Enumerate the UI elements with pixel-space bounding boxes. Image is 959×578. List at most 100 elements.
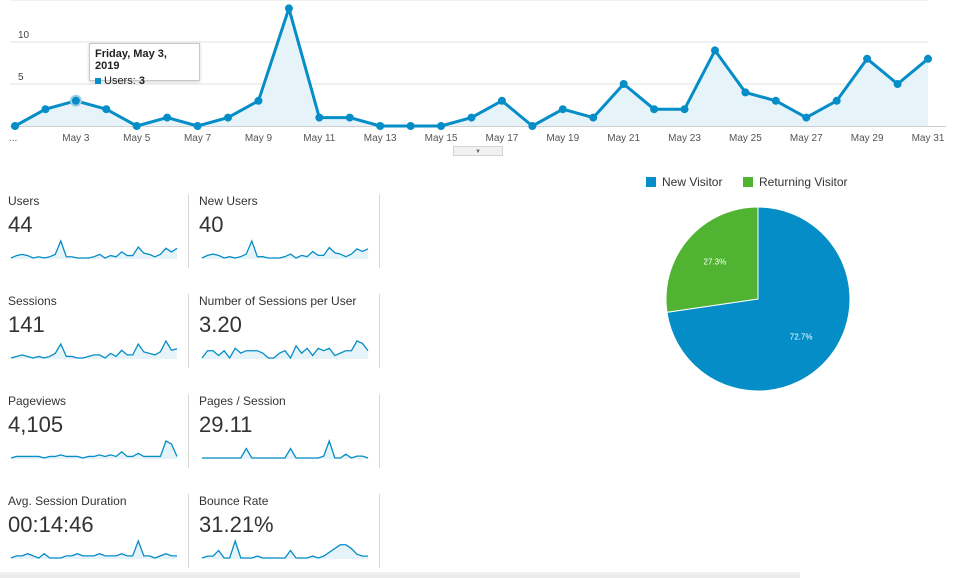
data-point[interactable] (924, 54, 932, 63)
data-point[interactable] (437, 122, 446, 130)
sparkline-line (10, 539, 177, 559)
y-tick-label: 5 (18, 72, 24, 83)
metric-divider (379, 294, 380, 368)
data-point[interactable] (589, 113, 598, 122)
x-tick-label: May 5 (123, 133, 151, 144)
pie-slice-label: 72.7% (790, 332, 813, 341)
data-point[interactable] (863, 54, 872, 63)
x-tick-label: May 19 (546, 133, 579, 144)
legend-returning-visitor[interactable]: Returning Visitor (743, 175, 848, 189)
metric-value: 141 (8, 312, 45, 337)
pie-slice-returning-visitor[interactable] (665, 206, 759, 313)
data-point[interactable] (163, 113, 172, 122)
sparkline-line (10, 440, 178, 459)
data-point[interactable] (558, 105, 567, 114)
sparkline (10, 239, 178, 259)
data-point[interactable] (11, 122, 19, 130)
data-point[interactable] (741, 88, 750, 97)
sparkline (201, 538, 368, 559)
metric-label: Sessions (8, 294, 57, 308)
metric-value: 3.20 (199, 312, 242, 337)
sparkline-area (202, 541, 368, 559)
sparkline-area (202, 241, 368, 259)
metric-new-users[interactable]: New Users 40 (199, 194, 373, 270)
tooltip-value: 3 (138, 75, 145, 87)
metric-pages-per-session[interactable]: Pages / Session 29.11 (199, 394, 373, 470)
sparkline-line (10, 339, 178, 359)
sparkline (10, 339, 178, 359)
data-point[interactable] (132, 122, 141, 130)
data-point[interactable] (710, 46, 719, 55)
metric-avg-session-duration[interactable]: Avg. Session Duration 00:14:46 (8, 494, 182, 570)
metric-divider (188, 394, 189, 468)
data-point[interactable] (619, 80, 628, 88)
metric-users[interactable]: Users 44 (8, 194, 182, 270)
data-point[interactable] (771, 96, 780, 105)
sparkline-line (201, 538, 368, 559)
pie-slice-label: 27.3% (704, 258, 727, 267)
data-point[interactable] (650, 105, 659, 114)
metric-sessions-per-user[interactable]: Number of Sessions per User 3.20 (199, 294, 373, 370)
legend-swatch (743, 177, 753, 187)
metric-divider (379, 194, 380, 268)
sparkline (202, 439, 369, 459)
data-point[interactable] (102, 105, 111, 114)
data-point[interactable] (376, 122, 385, 130)
x-tick-label: May 9 (245, 133, 273, 144)
data-point[interactable] (254, 96, 263, 105)
metric-divider (188, 194, 189, 268)
data-point[interactable] (802, 113, 811, 122)
data-point[interactable] (41, 105, 50, 114)
data-point[interactable] (893, 80, 902, 88)
data-point[interactable] (832, 96, 841, 105)
sparkline-area (202, 341, 368, 359)
metric-value: 4,105 (8, 412, 64, 437)
x-tick-label: May 17 (486, 133, 519, 144)
tooltip-row: Users: 3 (95, 75, 194, 87)
data-point[interactable] (406, 122, 415, 130)
data-point[interactable] (680, 105, 689, 114)
tooltip-swatch (95, 78, 101, 85)
data-point-highlighted[interactable] (69, 94, 82, 107)
x-tick-label: May 15 (425, 133, 458, 144)
data-point[interactable] (497, 96, 506, 105)
data-point[interactable] (193, 122, 202, 130)
metric-value: 44 (8, 212, 33, 237)
metric-divider (379, 494, 380, 568)
sparkline-line (10, 239, 178, 259)
metric-bounce-rate[interactable]: Bounce Rate 31.21% (199, 494, 373, 570)
sparkline-line (201, 340, 369, 360)
metric-divider (379, 394, 380, 468)
legend-new-visitor[interactable]: New Visitor (646, 175, 722, 189)
metric-label: New Users (199, 194, 258, 208)
drag-handle-icon: ▼ (475, 149, 481, 155)
data-point[interactable] (528, 122, 537, 130)
sparkline-area (11, 441, 177, 459)
chart-resize-handle[interactable]: ▼ (453, 146, 503, 156)
metric-value: 31.21% (199, 512, 274, 537)
metric-divider (188, 294, 189, 368)
tooltip-date: Friday, May 3, 2019 (95, 48, 167, 72)
legend-label: Returning Visitor (759, 175, 848, 189)
metric-value: 00:14:46 (8, 512, 94, 537)
metric-sessions[interactable]: Sessions 141 (8, 294, 182, 370)
y-tick-label: 10 (18, 30, 30, 41)
sparkline-area (11, 541, 177, 559)
x-tick-label: May 11 (303, 133, 335, 144)
metric-label: Avg. Session Duration (8, 494, 127, 508)
data-point[interactable] (284, 4, 293, 13)
users-area (15, 8, 928, 126)
x-tick-label: May 13 (364, 133, 397, 144)
data-point[interactable] (345, 113, 354, 122)
x-tick-label: May 7 (184, 133, 212, 144)
metric-label: Pageviews (8, 394, 67, 408)
legend-swatch (646, 177, 656, 187)
sparkline-area (11, 341, 177, 359)
chart-tooltip: Friday, May 3, 2019 Users: 3 (89, 43, 200, 87)
visitor-pie-chart: 72.7% 27.3% (665, 206, 851, 392)
sparkline (10, 440, 178, 459)
metric-pageviews[interactable]: Pageviews 4,105 (8, 394, 182, 470)
data-point[interactable] (224, 113, 233, 122)
data-point[interactable] (315, 113, 324, 122)
data-point[interactable] (467, 113, 476, 122)
